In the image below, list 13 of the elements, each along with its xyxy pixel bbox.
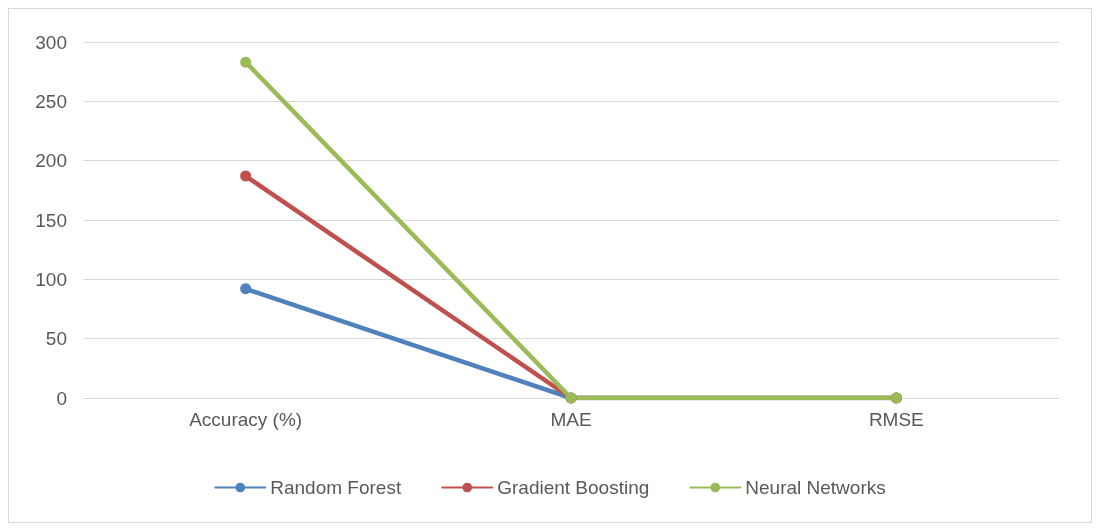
y-tick-label: 100 (35, 268, 67, 290)
legend-label: Neural Networks (745, 477, 886, 498)
legend-label: Gradient Boosting (497, 477, 650, 498)
x-tick-label: MAE (550, 409, 592, 430)
y-tick-label: 300 (35, 31, 67, 53)
x-tick-label: RMSE (868, 409, 924, 430)
y-tick-label: 50 (45, 328, 67, 350)
legend-label: Random Forest (270, 477, 402, 498)
y-tick-label: 150 (35, 209, 67, 231)
x-tick-label: Accuracy (%) (189, 409, 303, 430)
y-tick-label: 200 (35, 150, 67, 172)
y-tick-label: 0 (56, 387, 67, 409)
y-tick-label: 250 (35, 90, 67, 112)
